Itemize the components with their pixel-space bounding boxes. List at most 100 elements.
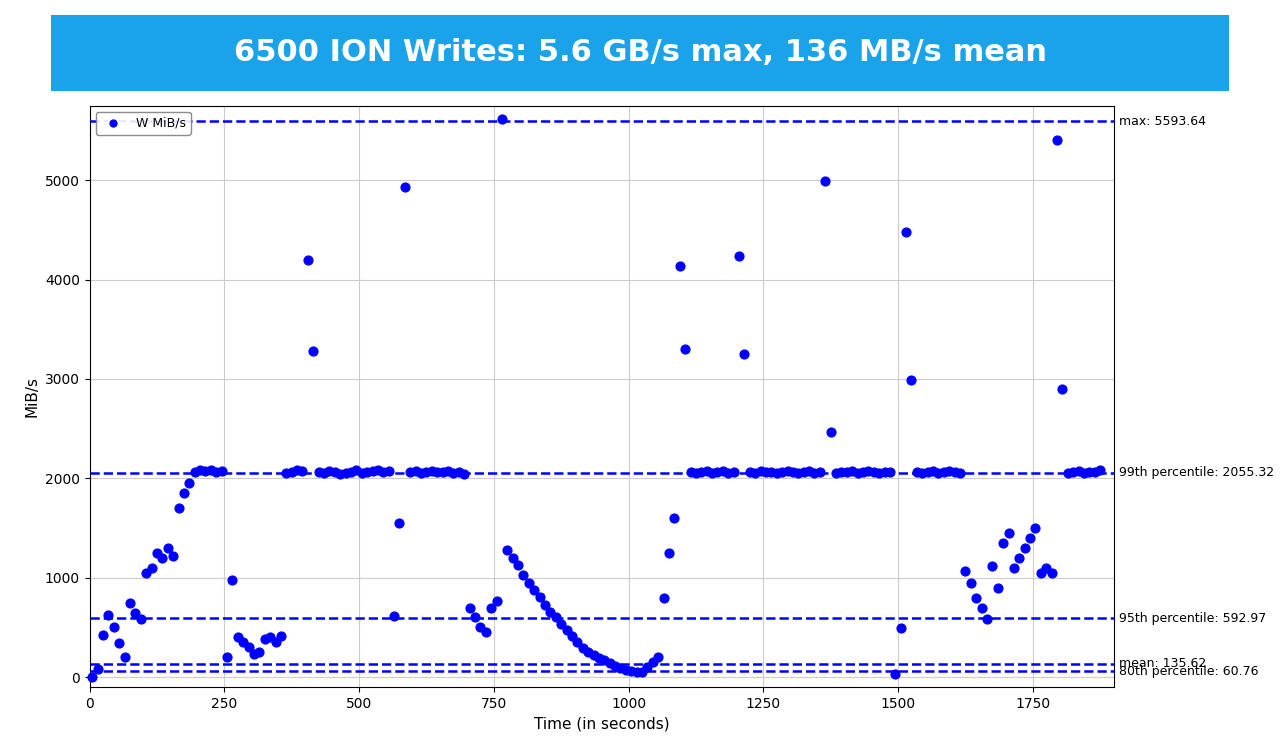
Point xyxy=(864,467,884,479)
Point xyxy=(1020,532,1041,544)
Point xyxy=(416,467,436,479)
Point xyxy=(406,465,426,477)
Point xyxy=(470,621,490,633)
Point xyxy=(206,467,227,479)
Point xyxy=(567,636,588,649)
Point xyxy=(723,467,744,479)
Point xyxy=(99,609,119,621)
Point xyxy=(945,467,965,479)
Point xyxy=(815,175,836,187)
Point xyxy=(189,464,210,476)
Point xyxy=(901,374,922,386)
Point xyxy=(577,646,598,658)
Point xyxy=(421,465,442,477)
Point xyxy=(454,468,475,480)
Point xyxy=(1069,465,1089,477)
Point xyxy=(481,602,502,614)
Point xyxy=(319,465,339,477)
Point xyxy=(982,559,1002,572)
Point xyxy=(141,562,161,574)
Point xyxy=(675,343,695,355)
Point xyxy=(826,467,846,479)
Point xyxy=(616,664,636,676)
Point xyxy=(93,630,114,642)
Point xyxy=(1079,466,1100,478)
Point xyxy=(411,467,431,479)
Point xyxy=(648,652,668,664)
Point xyxy=(799,465,819,477)
Point xyxy=(810,467,831,479)
Point xyxy=(589,652,609,664)
Point xyxy=(621,665,641,677)
Point xyxy=(157,542,178,554)
Point xyxy=(713,465,733,477)
Point xyxy=(794,466,814,478)
Point xyxy=(465,612,485,624)
Point xyxy=(276,467,297,479)
Point xyxy=(136,567,156,579)
Point xyxy=(735,348,755,360)
Point xyxy=(1089,464,1110,476)
Point xyxy=(196,465,216,477)
X-axis label: Time (in seconds): Time (in seconds) xyxy=(534,716,669,732)
Point xyxy=(428,466,448,478)
Point xyxy=(540,606,561,618)
Point xyxy=(852,467,873,479)
Point xyxy=(114,652,134,664)
Point xyxy=(298,254,319,266)
Point xyxy=(87,663,108,675)
Point xyxy=(389,517,410,529)
Point xyxy=(940,465,960,477)
Point xyxy=(250,646,270,658)
Point xyxy=(292,465,312,477)
Point xyxy=(653,592,673,604)
Point xyxy=(401,467,421,479)
Point xyxy=(394,181,415,193)
Point xyxy=(913,467,933,479)
Point xyxy=(777,465,797,477)
Point xyxy=(740,467,760,479)
Point xyxy=(518,577,539,589)
Point xyxy=(174,487,195,499)
Point xyxy=(664,512,685,524)
Point xyxy=(211,465,232,477)
Point xyxy=(243,649,264,661)
Point xyxy=(923,465,943,477)
Point xyxy=(1062,467,1083,479)
Point xyxy=(788,467,809,479)
Point xyxy=(879,467,900,479)
Point xyxy=(955,565,975,577)
Point xyxy=(330,468,351,480)
Point xyxy=(486,594,507,606)
Point xyxy=(972,602,992,614)
Point xyxy=(626,666,646,678)
Point xyxy=(530,590,550,602)
Point xyxy=(325,467,346,479)
Point xyxy=(1009,552,1029,564)
Point xyxy=(550,618,571,630)
Point xyxy=(131,613,151,625)
Point xyxy=(858,465,878,477)
Point xyxy=(255,633,275,646)
Point xyxy=(847,467,868,479)
Point xyxy=(1074,467,1094,479)
Point xyxy=(163,550,183,562)
Point xyxy=(265,636,285,649)
Point xyxy=(643,656,663,668)
Point xyxy=(508,559,529,571)
Point xyxy=(611,662,631,674)
Point xyxy=(891,622,911,634)
Point xyxy=(599,657,620,669)
Point xyxy=(557,624,577,636)
Point xyxy=(492,112,512,125)
Point xyxy=(367,464,388,476)
Point xyxy=(120,596,141,609)
Point xyxy=(837,467,858,479)
Point xyxy=(669,260,690,272)
Point xyxy=(831,466,851,478)
Point xyxy=(745,467,765,479)
Point xyxy=(1015,542,1036,554)
Point xyxy=(1047,134,1068,146)
Point xyxy=(750,465,771,477)
Point xyxy=(686,467,707,479)
